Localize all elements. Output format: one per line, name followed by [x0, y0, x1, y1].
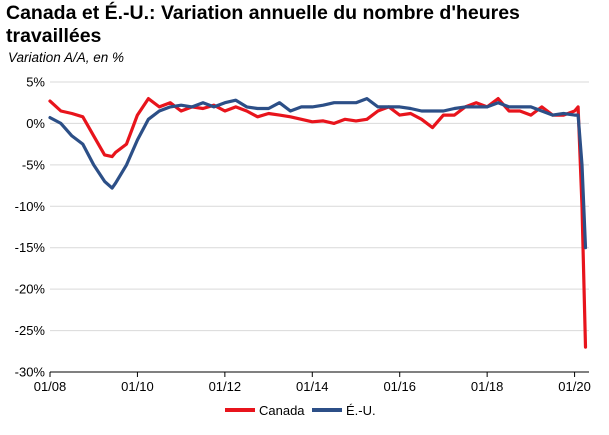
- x-axis-ticks: 01/08 01/10 01/12 01/14 01/16 01/18 01/20: [34, 372, 591, 394]
- chart-subtitle: Variation A/A, en %: [8, 50, 125, 65]
- x-tick-label: 01/08: [34, 379, 67, 394]
- y-tick-label: -5%: [22, 157, 46, 172]
- series-lines: [48, 96, 588, 349]
- legend: Canada É.-U.: [225, 403, 376, 418]
- y-tick-label: 0%: [26, 116, 45, 131]
- x-tick-label: 01/20: [558, 379, 591, 394]
- x-tick-label: 01/18: [471, 379, 504, 394]
- legend-label-canada: Canada: [259, 403, 305, 418]
- x-tick-label: 01/14: [296, 379, 329, 394]
- x-tick-label: 01/10: [121, 379, 154, 394]
- series-line-canada: [48, 96, 588, 349]
- chart-title: Canada et É.-U.: Variation annuelle du n…: [6, 2, 520, 47]
- y-tick-label: -20%: [15, 282, 46, 297]
- y-tick-label: -30%: [15, 365, 46, 380]
- gridlines: [50, 81, 589, 373]
- y-tick-label: 5%: [26, 75, 45, 90]
- legend-label-us: É.-U.: [346, 403, 376, 418]
- y-tick-label: -15%: [15, 240, 46, 255]
- y-tick-label: -10%: [15, 199, 46, 214]
- x-tick-label: 01/12: [209, 379, 242, 394]
- y-tick-label: -25%: [15, 323, 46, 338]
- series-line-us: [48, 96, 588, 250]
- x-tick-label: 01/16: [383, 379, 416, 394]
- y-axis-ticks: 5% 0% -5% -10% -15% -20% -25% -30%: [15, 75, 46, 380]
